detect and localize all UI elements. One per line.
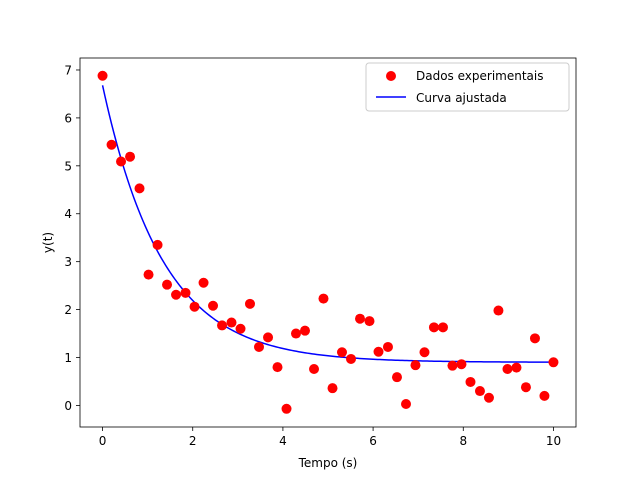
data-point bbox=[125, 151, 136, 162]
data-point bbox=[290, 328, 301, 339]
data-point bbox=[493, 305, 504, 316]
y-tick-label: 5 bbox=[64, 159, 72, 173]
data-point bbox=[272, 362, 283, 373]
data-point bbox=[97, 70, 108, 81]
y-axis-label: y(t) bbox=[41, 232, 55, 253]
data-point bbox=[401, 399, 412, 409]
legend-box bbox=[365, 62, 570, 112]
data-point bbox=[106, 139, 117, 150]
x-tick-label: 2 bbox=[189, 434, 197, 448]
data-point bbox=[162, 279, 173, 290]
data-point bbox=[134, 183, 145, 194]
data-point bbox=[539, 390, 550, 401]
data-point bbox=[456, 359, 467, 370]
data-point bbox=[364, 316, 375, 327]
data-point bbox=[474, 386, 485, 397]
data-point bbox=[465, 376, 476, 387]
data-point bbox=[143, 269, 154, 280]
y-axis: 0 1 2 3 4 5 6 7 bbox=[64, 63, 80, 413]
data-point bbox=[235, 323, 246, 334]
data-point bbox=[502, 364, 513, 375]
x-tick-label: 10 bbox=[546, 434, 561, 448]
data-point bbox=[447, 360, 458, 371]
data-point bbox=[208, 300, 219, 311]
data-point bbox=[318, 293, 329, 304]
data-point bbox=[300, 325, 310, 336]
legend-label-scatter: Dados experimentais bbox=[416, 69, 543, 83]
plot-marks bbox=[97, 70, 559, 414]
data-point bbox=[373, 346, 384, 357]
data-point bbox=[152, 239, 163, 250]
data-point bbox=[198, 277, 209, 288]
data-point bbox=[116, 156, 127, 167]
data-point bbox=[437, 322, 448, 333]
x-tick-label: 8 bbox=[459, 434, 467, 448]
data-point bbox=[419, 347, 430, 358]
legend: Dados experimentais Curva ajustada bbox=[365, 62, 570, 112]
data-point bbox=[180, 287, 191, 298]
y-tick-label: 2 bbox=[64, 303, 72, 317]
x-tick-label: 4 bbox=[279, 434, 287, 448]
data-point bbox=[355, 313, 366, 324]
data-point bbox=[327, 383, 338, 394]
x-tick-label: 0 bbox=[99, 434, 107, 448]
data-point bbox=[254, 341, 265, 352]
data-point bbox=[226, 317, 237, 328]
data-point bbox=[244, 298, 255, 309]
data-point bbox=[529, 333, 540, 344]
data-point bbox=[171, 289, 182, 300]
x-axis: 0 2 4 6 8 10 bbox=[99, 427, 561, 448]
data-point bbox=[548, 357, 559, 368]
data-point bbox=[189, 301, 200, 312]
data-point bbox=[483, 392, 494, 403]
y-tick-label: 6 bbox=[64, 111, 72, 125]
legend-marker-scatter bbox=[386, 71, 396, 81]
data-point bbox=[520, 382, 531, 393]
data-point bbox=[391, 372, 402, 383]
y-tick-label: 3 bbox=[64, 255, 72, 269]
data-point bbox=[336, 347, 347, 358]
y-tick-label: 0 bbox=[64, 399, 72, 413]
data-point bbox=[263, 332, 274, 343]
data-point bbox=[281, 403, 292, 414]
data-point bbox=[346, 353, 356, 364]
data-point bbox=[217, 320, 228, 331]
x-tick-label: 6 bbox=[369, 434, 377, 448]
data-point bbox=[428, 322, 439, 333]
y-tick-label: 7 bbox=[64, 63, 72, 77]
legend-label-line: Curva ajustada bbox=[416, 91, 507, 105]
plot-frame bbox=[79, 57, 577, 428]
data-point bbox=[511, 362, 522, 373]
data-point bbox=[309, 364, 320, 375]
y-tick-label: 1 bbox=[64, 351, 72, 365]
fitted-curve-line bbox=[101, 85, 554, 363]
x-axis-label: Tempo (s) bbox=[298, 456, 358, 470]
y-tick-label: 4 bbox=[64, 207, 72, 221]
data-point bbox=[410, 360, 421, 371]
data-point bbox=[382, 341, 393, 352]
